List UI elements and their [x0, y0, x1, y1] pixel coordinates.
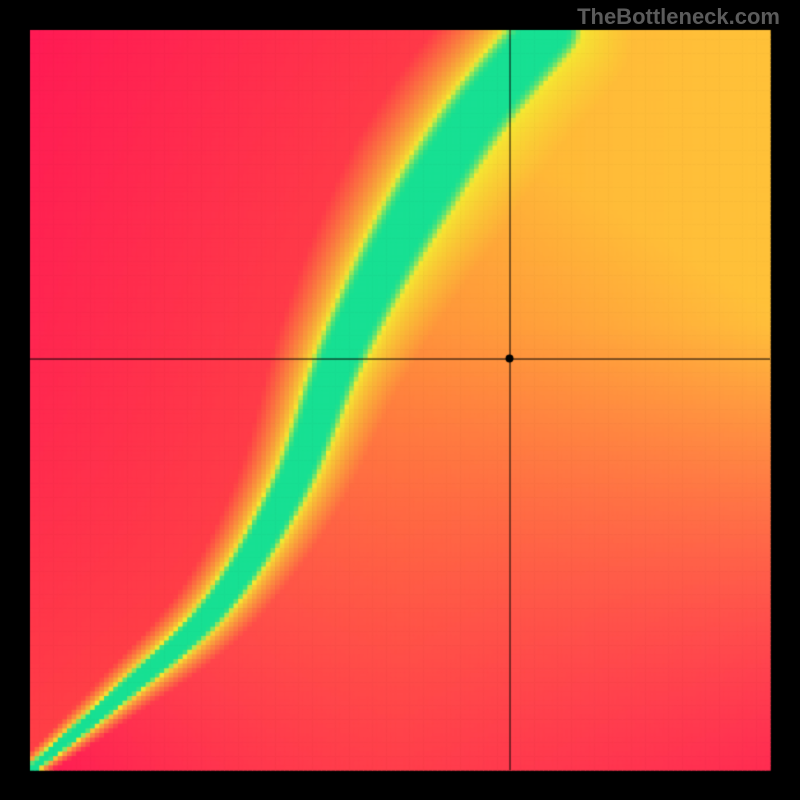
chart-container: TheBottleneck.com — [0, 0, 800, 800]
watermark-text: TheBottleneck.com — [577, 4, 780, 30]
heatmap-canvas — [0, 0, 800, 800]
